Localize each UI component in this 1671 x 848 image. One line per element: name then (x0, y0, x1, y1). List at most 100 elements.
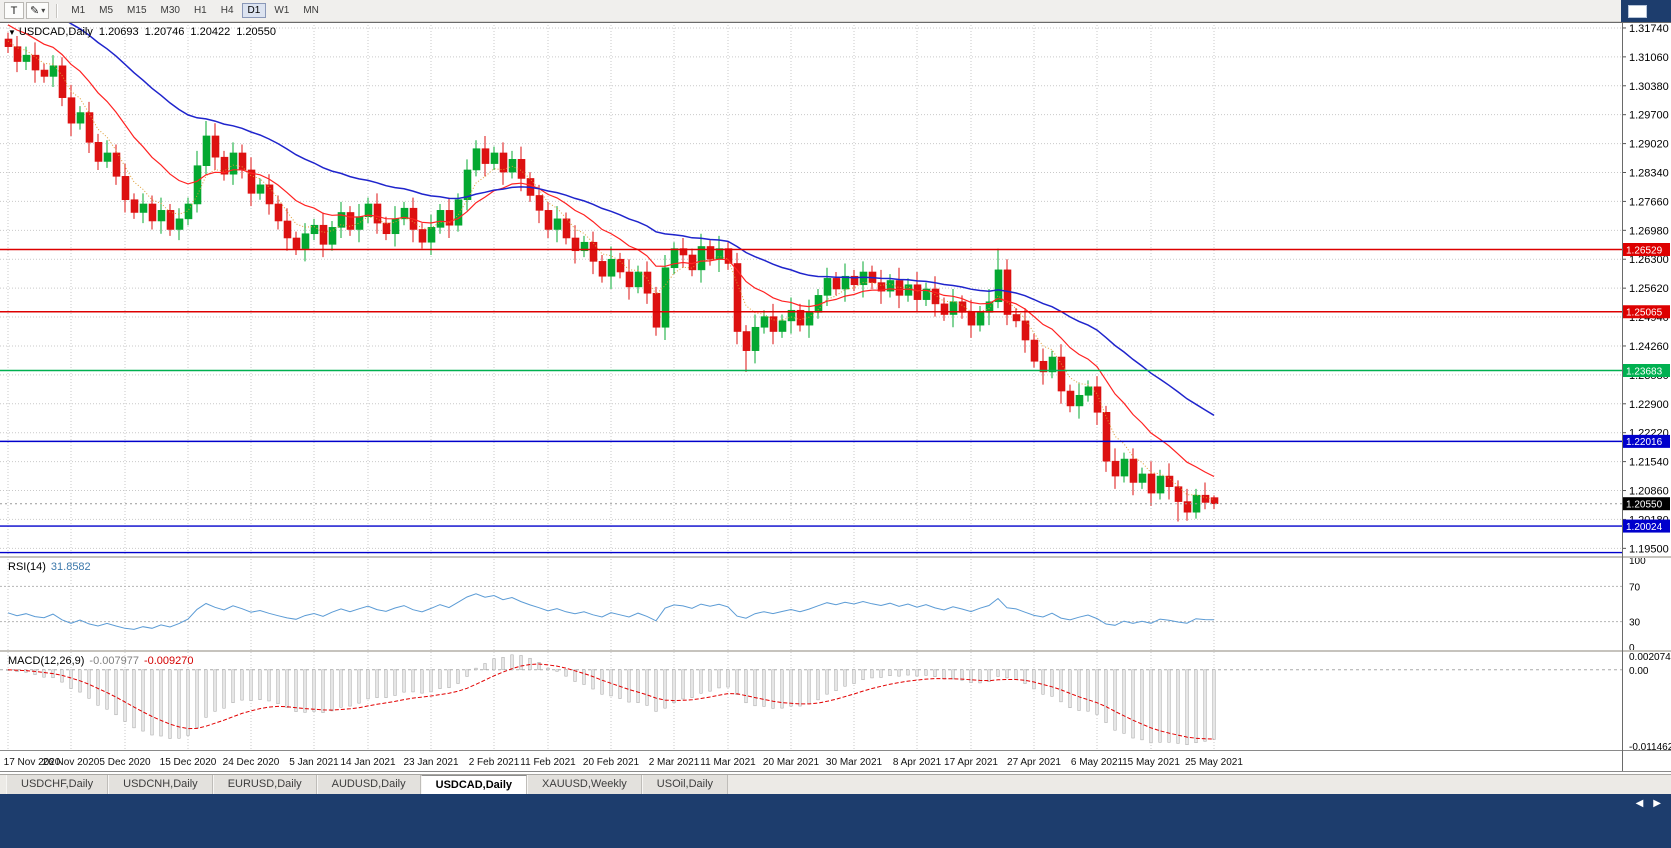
svg-text:1.20550: 1.20550 (1626, 500, 1663, 511)
svg-text:1.30380: 1.30380 (1629, 81, 1669, 93)
toolbar-separator (56, 3, 59, 18)
svg-text:1.25065: 1.25065 (1626, 308, 1663, 319)
svg-text:6 May 2021: 6 May 2021 (1071, 757, 1124, 768)
svg-text:1.20860: 1.20860 (1629, 486, 1669, 498)
svg-text:30: 30 (1629, 618, 1641, 629)
svg-text:1.27660: 1.27660 (1629, 196, 1669, 208)
svg-text:1.23683: 1.23683 (1626, 366, 1663, 377)
timeframe-mn-button[interactable]: MN (297, 3, 325, 18)
svg-text:1.25620: 1.25620 (1629, 283, 1669, 295)
rsi-value: 31.8582 (50, 561, 91, 573)
svg-text:1.26529: 1.26529 (1626, 245, 1663, 256)
rsi-panel-separator[interactable] (0, 556, 1671, 558)
svg-text:23 Jan 2021: 23 Jan 2021 (403, 757, 458, 768)
symbol-ohlc-label: ▼ USDCAD,Daily 1.20693 1.20746 1.20422 1.2055… (8, 26, 282, 38)
window-bottom-strip: ◀ ▶ (0, 794, 1671, 848)
candlesticks (4, 32, 1219, 522)
rsi-panel: 100 70 30 0 (0, 556, 1646, 654)
rsi-line (7, 593, 1215, 630)
chart-background (0, 22, 1671, 772)
symbol-name: USDCAD,Daily (18, 26, 93, 38)
svg-text:15 Dec 2020: 15 Dec 2020 (160, 757, 217, 768)
macd-name: MACD(12,26,9) (8, 655, 85, 667)
macd-panel-separator[interactable] (0, 650, 1671, 652)
svg-text:5 Dec 2020: 5 Dec 2020 (99, 757, 151, 768)
rsi-name: RSI(14) (8, 561, 46, 573)
timeframe-m5-button[interactable]: M5 (93, 3, 119, 18)
svg-text:-0.011462: -0.011462 (1629, 742, 1671, 753)
svg-text:1.31740: 1.31740 (1629, 23, 1669, 35)
restore-box-icon[interactable] (1628, 5, 1647, 18)
pencil-tool-button[interactable]: ✎ ▾ (26, 2, 50, 19)
ohlc-high: 1.20746 (144, 26, 185, 38)
tab-scroll-right-button[interactable]: ▶ (1653, 798, 1661, 809)
panel-frames[interactable] (0, 22, 1671, 772)
ma-line-34 (19, 0, 1215, 416)
tab-xauusd-weekly[interactable]: XAUUSD,Weekly (527, 775, 642, 794)
macd-main-value: -0.007977 (89, 655, 139, 667)
svg-text:1.28340: 1.28340 (1629, 168, 1669, 180)
svg-text:27 Apr 2021: 27 Apr 2021 (1007, 757, 1061, 768)
tab-audusd-daily[interactable]: AUDUSD,Daily (316, 775, 421, 794)
tab-usdchf-daily[interactable]: USDCHF,Daily (6, 775, 109, 794)
svg-text:2 Mar 2021: 2 Mar 2021 (649, 757, 700, 768)
svg-text:14 Jan 2021: 14 Jan 2021 (340, 757, 395, 768)
svg-text:30 Mar 2021: 30 Mar 2021 (826, 757, 883, 768)
macd-signal-value: -0.009270 (143, 655, 194, 667)
svg-text:1.29700: 1.29700 (1629, 110, 1669, 122)
main-toolbar: T ✎ ▾ M1 M5 M15 M30 H1 H4 D1 W1 MN (0, 0, 1621, 22)
svg-text:0.00: 0.00 (1629, 666, 1649, 677)
tab-usdcad-daily[interactable]: USDCAD,Daily (420, 775, 528, 794)
timeframe-d1-button[interactable]: D1 (241, 3, 267, 18)
svg-text:1.24260: 1.24260 (1629, 341, 1669, 353)
window-corner (1621, 0, 1671, 22)
svg-text:1.21540: 1.21540 (1629, 457, 1669, 469)
collapse-triangle-icon[interactable]: ▼ (8, 28, 16, 37)
chart-tab-bar: USDCHF,Daily USDCNH,Daily EURUSD,Daily A… (0, 774, 1671, 794)
svg-text:26 Nov 2020: 26 Nov 2020 (43, 757, 100, 768)
timeframe-h1-button[interactable]: H1 (188, 3, 213, 18)
svg-text:11 Feb 2021: 11 Feb 2021 (520, 757, 576, 768)
timeframe-m15-button[interactable]: M15 (121, 3, 152, 18)
timeframe-w1-button[interactable]: W1 (268, 3, 295, 18)
svg-text:20 Feb 2021: 20 Feb 2021 (583, 757, 640, 768)
svg-text:1.29020: 1.29020 (1629, 139, 1669, 151)
tab-usoil-daily[interactable]: USOil,Daily (641, 775, 729, 794)
svg-text:25 May 2021: 25 May 2021 (1185, 757, 1243, 768)
timeframe-h4-button[interactable]: H4 (215, 3, 240, 18)
tab-eurusd-daily[interactable]: EURUSD,Daily (212, 775, 317, 794)
chevron-down-icon: ▾ (41, 5, 46, 15)
macd-signal-line (7, 663, 1215, 740)
svg-text:24 Dec 2020: 24 Dec 2020 (223, 757, 280, 768)
svg-text:15 May 2021: 15 May 2021 (1122, 757, 1180, 768)
timeframe-m1-button[interactable]: M1 (65, 3, 91, 18)
current-price-marker: 1.20550 (0, 497, 1670, 511)
svg-text:17 Nov 2020: 17 Nov 2020 (4, 757, 61, 768)
svg-text:2 Feb 2021: 2 Feb 2021 (469, 757, 520, 768)
tab-scroll-left-button[interactable]: ◀ (1635, 798, 1644, 809)
text-tool-button[interactable]: T (4, 2, 24, 19)
pencil-icon: ✎ (30, 4, 40, 17)
rsi-indicator-label: RSI(14) 31.8582 (8, 561, 91, 573)
tab-usdcnh-daily[interactable]: USDCNH,Daily (108, 775, 213, 794)
svg-text:8 Apr 2021: 8 Apr 2021 (893, 757, 942, 768)
svg-text:70: 70 (1629, 582, 1641, 593)
ohlc-low: 1.20422 (190, 26, 231, 38)
svg-text:5 Jan 2021: 5 Jan 2021 (289, 757, 339, 768)
svg-text:1.26980: 1.26980 (1629, 225, 1669, 237)
ohlc-open: 1.20693 (98, 26, 139, 38)
svg-text:1.20024: 1.20024 (1626, 522, 1663, 533)
svg-text:20 Mar 2021: 20 Mar 2021 (763, 757, 820, 768)
svg-text:100: 100 (1629, 556, 1646, 567)
svg-text:0.002074: 0.002074 (1629, 652, 1671, 663)
horizontal-lines[interactable]: 1.26529 1.25065 1.23683 1.22016 1.20024 (0, 243, 1670, 554)
svg-text:11 Mar 2021: 11 Mar 2021 (700, 757, 756, 768)
ma-line-13 (7, 24, 1215, 478)
price-axis-labels[interactable]: 1.31740 1.31060 1.30380 1.29700 1.29020 1.283… (1622, 23, 1669, 555)
grid (0, 22, 1622, 750)
svg-text:0: 0 (1629, 643, 1635, 654)
svg-text:1.19500: 1.19500 (1629, 543, 1669, 555)
timeframe-m30-button[interactable]: M30 (155, 3, 186, 18)
